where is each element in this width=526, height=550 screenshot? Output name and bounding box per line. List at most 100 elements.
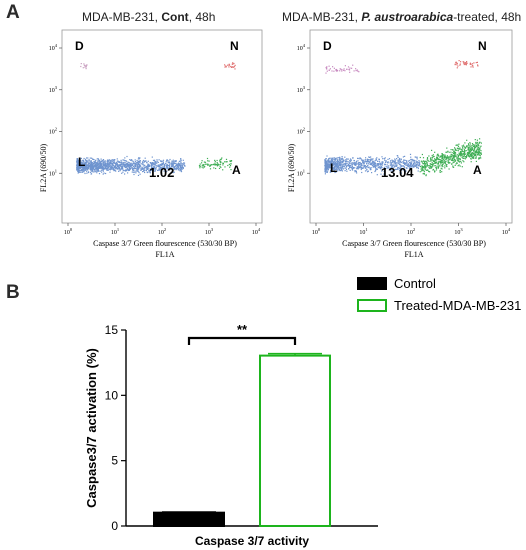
scatter-point xyxy=(328,163,330,165)
scatter-point xyxy=(346,158,348,160)
scatter-point xyxy=(329,161,331,163)
scatter-point xyxy=(365,157,367,159)
scatter-point xyxy=(326,165,328,167)
scatter-point xyxy=(179,170,181,172)
scatter-point xyxy=(152,159,155,161)
scatter-point xyxy=(121,167,124,169)
scatter-point xyxy=(397,156,399,158)
scatter-point xyxy=(442,161,444,163)
x-tick-label: 103 xyxy=(205,227,214,236)
scatter-point xyxy=(180,167,182,169)
scatter-point xyxy=(430,163,432,165)
scatter-point xyxy=(373,165,375,167)
scatter-point xyxy=(440,163,442,165)
scatter-point xyxy=(107,168,109,170)
scatter-point xyxy=(440,161,442,163)
scatter-point xyxy=(230,160,233,162)
scatter-point xyxy=(178,166,180,168)
quadrant-label-a: A xyxy=(232,163,241,177)
scatter-point xyxy=(232,62,234,64)
scatter-point xyxy=(130,167,132,169)
scatter-point xyxy=(443,154,445,156)
scatter-point xyxy=(435,169,438,171)
scatter-point xyxy=(103,168,105,170)
scatter-point xyxy=(457,155,459,157)
scatter-point xyxy=(171,163,173,165)
scatter-point xyxy=(154,165,156,167)
scatter-point xyxy=(128,169,130,172)
scatter-point xyxy=(471,153,473,155)
scatter-point xyxy=(385,160,387,162)
scatter-point xyxy=(107,165,109,167)
scatter-point xyxy=(472,144,474,146)
scatter-point xyxy=(155,163,157,165)
scatter-point xyxy=(127,172,129,174)
scatter-point xyxy=(367,161,369,163)
scatter-point xyxy=(331,171,333,173)
scatter-point xyxy=(118,168,120,170)
scatter-point xyxy=(346,162,348,164)
scatter-point xyxy=(178,164,180,166)
scatter-point xyxy=(163,167,165,169)
scatter-point xyxy=(391,166,393,168)
scatter-point xyxy=(446,157,448,159)
scatter-point xyxy=(462,160,464,162)
scatter-point xyxy=(423,173,425,175)
scatter-point xyxy=(386,166,388,168)
scatter-point xyxy=(454,64,456,66)
scatter-point xyxy=(476,142,478,145)
scatter-point xyxy=(430,167,433,169)
scatter-point xyxy=(466,146,468,148)
x-tick-label: 102 xyxy=(158,227,166,236)
scatter-point xyxy=(121,163,123,165)
scatter-point xyxy=(391,161,393,163)
scatter-point xyxy=(333,67,335,69)
scatter-point xyxy=(426,163,428,165)
scatter-point xyxy=(331,159,333,162)
scatter-point xyxy=(385,166,387,168)
scatter-point xyxy=(342,161,344,164)
scatter-point xyxy=(344,70,346,72)
scatter-point xyxy=(150,168,152,170)
scatter-point xyxy=(92,167,94,169)
scatter-point xyxy=(111,160,114,162)
scatter-point xyxy=(387,161,389,163)
scatter-point xyxy=(151,156,153,158)
scatter-point xyxy=(202,164,204,166)
scatter-point xyxy=(324,171,326,173)
scatter-point xyxy=(410,164,412,166)
scatter-point xyxy=(159,167,161,169)
scatter-point xyxy=(477,153,479,155)
scatter-point xyxy=(445,165,447,167)
scatter-point xyxy=(463,62,465,64)
scatter-point xyxy=(475,156,477,158)
scatter-point xyxy=(160,169,162,172)
scatter-point xyxy=(455,149,457,151)
scatter-point xyxy=(220,166,222,168)
scatter-point xyxy=(394,163,396,165)
scatter-point xyxy=(421,165,423,167)
scatter-point xyxy=(160,167,162,169)
scatter-point xyxy=(141,168,143,170)
scatter-point xyxy=(138,161,140,163)
scatter-point xyxy=(378,158,380,160)
scatter-point xyxy=(425,174,427,176)
scatter-point xyxy=(102,173,104,175)
scatter-point xyxy=(208,160,210,162)
scatter-point xyxy=(171,165,173,168)
scatter-point xyxy=(96,168,99,170)
scatter-point xyxy=(134,159,136,161)
scatter-point xyxy=(122,164,124,166)
scatter-point xyxy=(469,150,471,152)
scatter-point xyxy=(455,153,457,155)
scatter-point xyxy=(138,171,140,174)
scatter-point xyxy=(367,164,369,166)
scatter-point xyxy=(156,162,158,164)
scatter-point xyxy=(76,163,78,165)
scatter-point xyxy=(225,65,227,67)
scatter-point xyxy=(224,66,226,68)
scatter-point xyxy=(362,160,364,162)
scatter-point xyxy=(403,166,405,168)
scatter-point xyxy=(203,161,205,163)
scatter-point xyxy=(453,150,455,152)
